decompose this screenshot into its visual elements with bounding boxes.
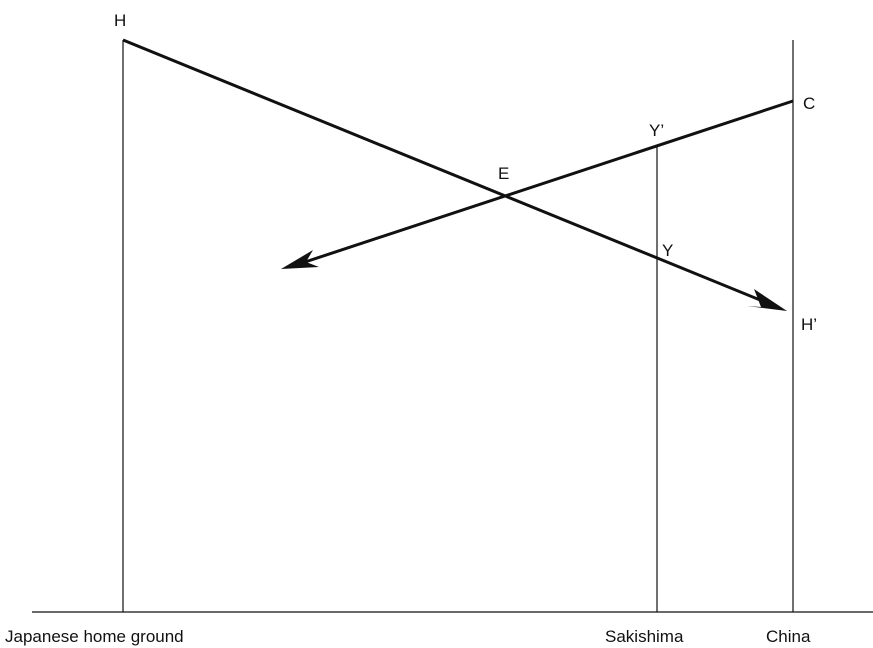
axis-label-sakishima: Sakishima: [605, 627, 684, 646]
arrowhead-c-line: [281, 250, 319, 269]
axis-label-china: China: [766, 627, 811, 646]
label-y: Y: [662, 241, 673, 260]
line-c-to-arrow: [304, 99, 794, 264]
label-c: C: [803, 94, 815, 113]
label-e: E: [498, 164, 509, 183]
label-h-prime: H’: [801, 315, 817, 334]
label-h: H: [114, 11, 126, 30]
line-h-to-h-prime: [122, 38, 766, 304]
arrowhead-h-prime: [747, 289, 787, 311]
axis-label-japanese-home-ground: Japanese home ground: [5, 627, 184, 646]
label-y-prime: Y’: [649, 121, 664, 140]
